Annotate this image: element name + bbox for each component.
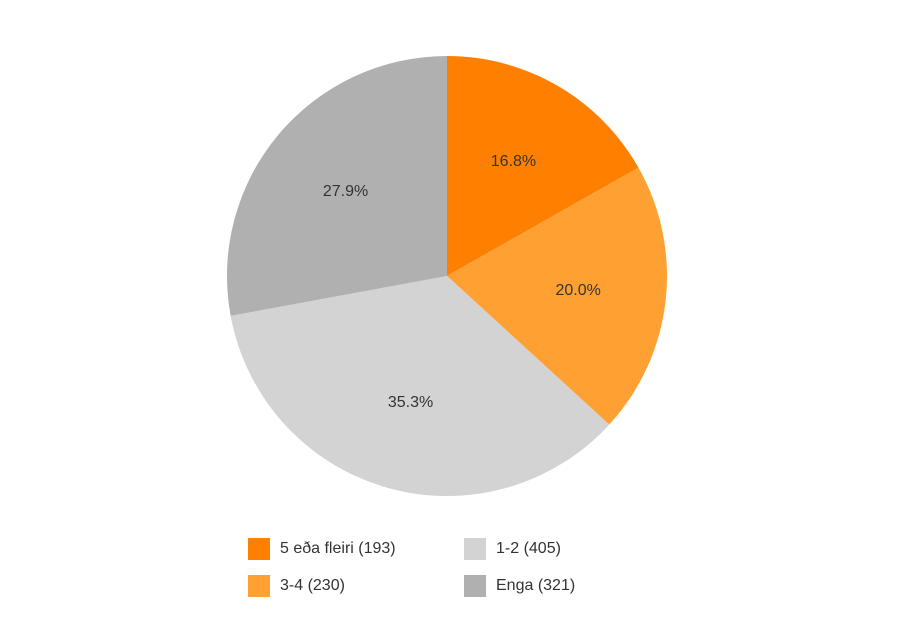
pie-slice (230, 276, 610, 496)
pie-slice (447, 167, 668, 425)
legend-label: 1-2 (405) (496, 540, 561, 557)
pie-slice (227, 56, 447, 316)
legend-swatch (248, 538, 270, 560)
legend-swatch (464, 538, 486, 560)
slice-label: 20.0% (555, 282, 600, 299)
slice-label: 27.9% (323, 183, 368, 200)
slice-label: 16.8% (491, 153, 536, 170)
legend-label: 3-4 (230) (280, 577, 345, 594)
legend-swatch (464, 575, 486, 597)
slice-label: 35.3% (388, 394, 433, 411)
legend-label: Enga (321) (496, 577, 575, 594)
legend-swatch (248, 575, 270, 597)
legend-label: 5 eða fleiri (193) (280, 540, 396, 557)
pie-slice (447, 56, 639, 276)
